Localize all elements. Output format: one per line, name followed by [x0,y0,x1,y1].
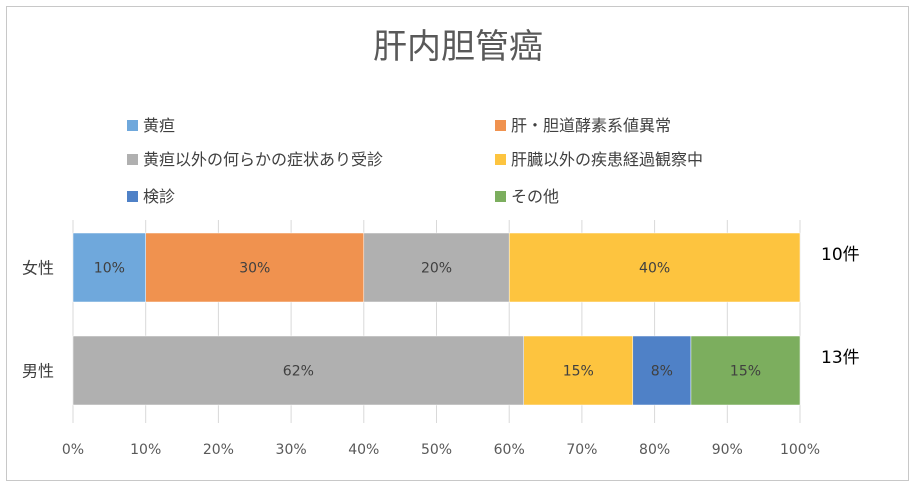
legend-label: 肝・胆道酵素系値異常 [511,116,671,135]
legend-label: その他 [511,187,559,206]
bar-value-label: 10% [94,261,125,277]
bar-value-label: 30% [239,261,270,277]
legend-swatch [495,120,506,131]
bar-segment [145,232,365,303]
count-labels: 10件 13件 [821,245,860,368]
x-tick-label: 80% [639,442,670,458]
bar-value-label: 15% [563,364,594,380]
legend-label: 検診 [143,187,175,206]
bar-value-label: 8% [651,364,673,380]
legend-swatch [127,191,138,202]
legend-swatch [127,120,138,131]
bar-segment [632,335,692,406]
x-tick-label: 20% [203,442,234,458]
x-tick-label: 50% [421,442,452,458]
bar-segment [690,335,801,406]
bar-value-label: 40% [639,261,670,277]
x-tick-label: 70% [566,442,597,458]
category-label: 女性 [22,259,54,278]
x-tick-label: 40% [348,442,379,458]
x-tick-label: 0% [62,442,84,458]
x-tick-label: 90% [712,442,743,458]
bar-segment [508,232,801,303]
legend-swatch [495,191,506,202]
legend-swatch [127,154,138,165]
legend-label: 黄疸以外の何らかの症状あり受診 [143,150,383,169]
x-tick-label: 30% [276,442,307,458]
bars: 10% 30% 20% 40% 62% 15% 8% 15% [72,232,801,406]
bar-segment [72,232,146,303]
x-axis-ticks: 0% 10% 20% 30% 40% 50% 60% 70% 80% 90% 100% [62,442,820,458]
x-tick-label: 60% [494,442,525,458]
bar-value-label: 15% [730,364,761,380]
x-tick-label: 10% [130,442,161,458]
bar-segment [363,232,510,303]
count-label: 10件 [821,245,860,265]
bar-value-label: 62% [283,364,314,380]
legend-swatch [495,154,506,165]
legend-label: 肝臓以外の疾患経過観察中 [511,150,703,169]
chart-title: 肝内胆管癌 [373,27,543,67]
bar-value-label: 20% [421,261,452,277]
bar-segment [523,335,634,406]
count-label: 13件 [821,348,860,368]
category-label: 男性 [22,362,54,381]
x-tick-label: 100% [780,442,820,458]
bar-segment [72,335,524,406]
legend-label: 黄疸 [143,116,175,135]
